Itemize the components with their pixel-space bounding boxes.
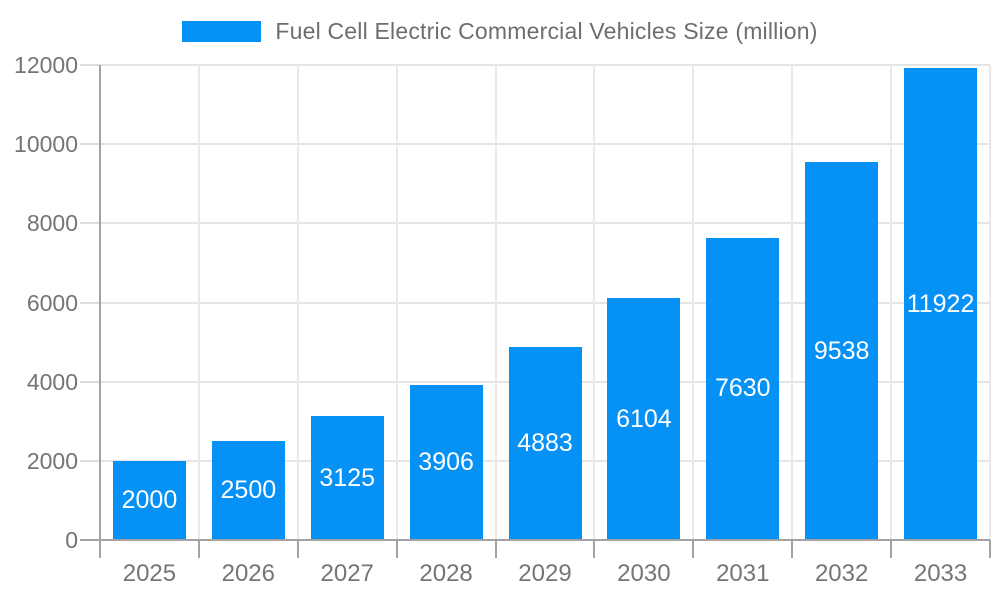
x-axis-label: 2030: [617, 560, 671, 587]
y-axis-label: 10000: [14, 131, 78, 158]
x-axis-tick: [989, 540, 991, 558]
bar-value-label: 11922: [906, 289, 975, 318]
y-axis-tick: [80, 143, 100, 146]
y-axis-label: 2000: [26, 447, 78, 474]
bar-2027: 3125: [310, 416, 384, 540]
bar-value-label: 6104: [616, 404, 672, 433]
y-axis-label: 8000: [26, 210, 78, 237]
legend-swatch: [182, 21, 262, 42]
y-axis-line: [99, 65, 101, 540]
legend-label: Fuel Cell Electric Commercial Vehicles S…: [275, 18, 818, 44]
x-axis-label: 2027: [320, 560, 374, 587]
gridline-vertical: [593, 65, 596, 540]
x-axis-tick: [692, 540, 695, 558]
gridline-vertical: [197, 65, 200, 540]
gridline-vertical: [494, 65, 497, 540]
y-axis-tick: [80, 64, 100, 66]
y-axis-tick: [80, 459, 100, 462]
x-axis-label: 2031: [716, 560, 770, 587]
x-axis-tick: [197, 540, 200, 558]
bar-value-label: 7630: [714, 374, 771, 403]
x-axis-tick: [890, 540, 893, 558]
gridline-vertical: [692, 65, 695, 540]
x-axis-label: 2032: [814, 560, 869, 587]
bar-value-label: 3125: [319, 463, 376, 492]
x-axis-label: 2029: [518, 560, 572, 587]
gridline-horizontal: [100, 64, 990, 66]
bar-value-label: 4883: [517, 428, 573, 457]
gridline-vertical: [791, 65, 794, 540]
y-axis-tick: [80, 222, 100, 225]
gridline-horizontal: [100, 301, 990, 304]
x-axis-label: 2026: [221, 560, 275, 587]
y-axis-label: 0: [65, 527, 78, 553]
y-axis-tick: [80, 380, 100, 383]
bar-2026: 2500: [211, 441, 285, 540]
gridline-horizontal: [100, 222, 990, 225]
y-axis-label: 4000: [26, 368, 78, 395]
x-axis-tick: [593, 540, 596, 558]
x-axis-tick: [395, 540, 398, 558]
bar-value-label: 2500: [220, 476, 277, 504]
bar-2025: 2000: [112, 460, 186, 540]
gridline-vertical: [296, 65, 299, 540]
x-axis-tick: [494, 540, 497, 558]
y-axis-label: 12000: [14, 52, 78, 78]
bar-2029: 4883: [508, 346, 582, 540]
x-axis-label: 2025: [122, 560, 177, 587]
x-axis-label: 2028: [419, 560, 473, 587]
gridline-horizontal: [100, 143, 990, 146]
bar-2031: 7630: [706, 237, 780, 540]
bar-2030: 6104: [607, 298, 681, 540]
bar-2033: 11922: [904, 68, 978, 540]
bar-2032: 9538: [805, 162, 879, 540]
bar-2028: 3906: [409, 385, 483, 540]
y-axis-label: 6000: [26, 289, 78, 316]
gridline-vertical: [890, 65, 893, 540]
x-axis-tick: [296, 540, 299, 558]
gridline-vertical: [395, 65, 398, 540]
x-axis-tick: [99, 540, 101, 558]
bar-value-label: 9538: [813, 336, 870, 365]
x-axis-tick: [791, 540, 794, 558]
bar-value-label: 3906: [418, 448, 474, 477]
x-axis-line: [80, 539, 990, 541]
bar-value-label: 2000: [121, 485, 178, 514]
legend: Fuel Cell Electric Commercial Vehicles S…: [0, 18, 1000, 45]
y-axis-tick: [80, 301, 100, 304]
x-axis-label: 2033: [913, 560, 968, 587]
gridline-vertical: [989, 65, 991, 540]
